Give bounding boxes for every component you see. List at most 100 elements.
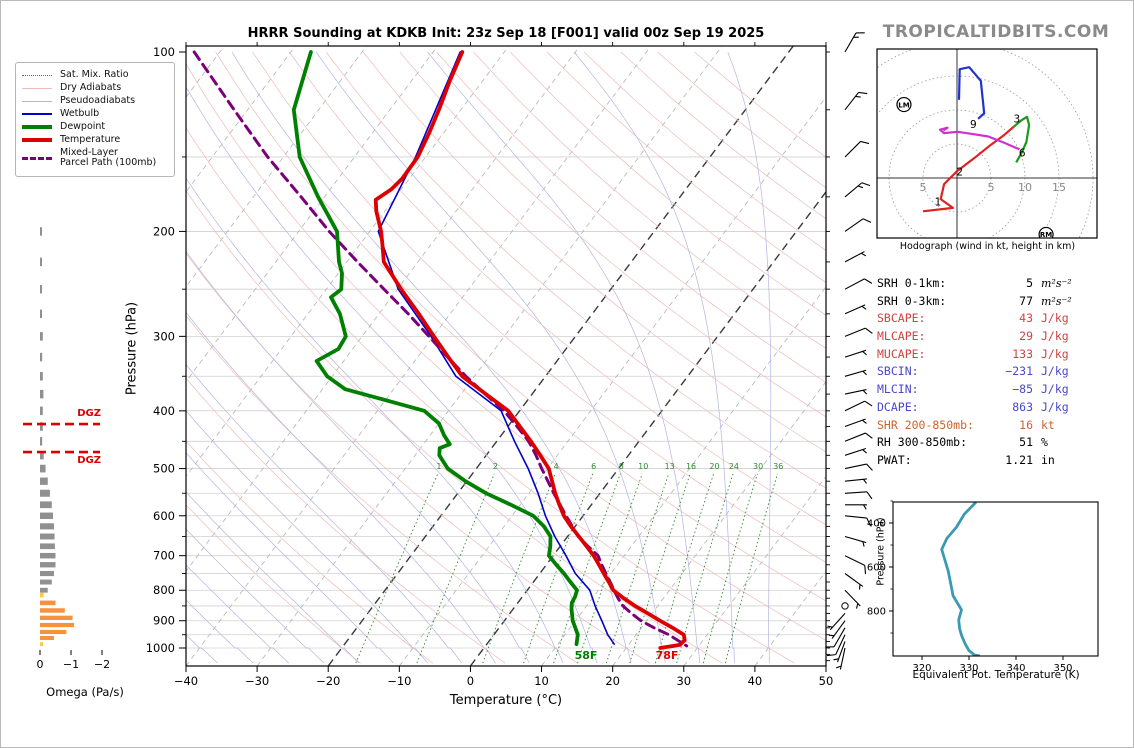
theta-e-border	[892, 501, 1099, 657]
stat-unit: J/kg	[1041, 399, 1069, 414]
stat-row: SRH 0-1km: 5 m²s⁻²	[877, 275, 1127, 293]
legend-item: Temperature	[22, 133, 168, 146]
barb-full	[826, 654, 836, 657]
omega-bar	[40, 523, 54, 530]
mixing-ratio-line	[355, 473, 439, 664]
legend-label: Dry Adiabats	[60, 81, 122, 93]
barb-staff	[844, 251, 865, 263]
stat-row: SBCIN: −231 J/kg	[877, 363, 1127, 381]
temperature-curve	[373, 50, 687, 650]
stat-row: PWAT: 1.21 in	[877, 452, 1127, 470]
legend-label: Pseudoadiabats	[60, 94, 136, 106]
wind-barb	[844, 388, 868, 395]
wind-barb	[844, 140, 870, 158]
barb-half	[862, 389, 868, 395]
skewt-background: 1 2 4 6 8 10 13 16 20 24 30 36	[186, 46, 826, 666]
temperature-tick-label: −20	[316, 674, 340, 688]
hodograph-ring-label: 10	[1018, 181, 1032, 194]
legend-label: Temperature	[60, 133, 121, 145]
legend-label: Dewpoint	[60, 120, 106, 132]
stat-label: PWAT:	[877, 452, 912, 467]
dry-adiabat	[510, 51, 826, 316]
mixing-ratio-label: 2	[493, 462, 498, 471]
pressure-tick-label: 1000	[146, 641, 175, 655]
pseudoadiabat	[186, 491, 360, 664]
dry-adiabat	[473, 51, 826, 349]
barb-staff	[844, 32, 857, 53]
stat-row: DCAPE: 863 J/kg	[877, 399, 1127, 417]
barb-staff	[844, 589, 861, 607]
mixing-ratio-line	[724, 473, 778, 664]
theta-e-y-tick-label: 400	[867, 519, 886, 530]
stat-value: −85	[1012, 382, 1033, 397]
wind-barb	[844, 573, 864, 590]
stat-value: 5	[1026, 276, 1033, 290]
omega-bar	[40, 501, 52, 509]
legend-swatch	[22, 138, 52, 143]
dry-adiabat	[362, 51, 826, 453]
pseudoadiabat	[186, 86, 598, 664]
barb-staff	[844, 573, 864, 587]
barb-staff	[844, 218, 864, 232]
omega-bar	[40, 552, 56, 559]
omega-tick-label: −2	[94, 658, 110, 671]
pseudoadiabat	[186, 452, 394, 664]
legend-swatch	[22, 87, 52, 89]
dry-adiabat	[186, 127, 795, 664]
hodograph-trace-0-3km	[922, 126, 1015, 213]
omega-bar	[40, 451, 44, 460]
pseudoadiabat	[186, 528, 325, 664]
mixing-ratio-line	[605, 473, 670, 664]
barb-half	[863, 504, 867, 510]
dry-adiabat	[215, 51, 826, 602]
barb-full	[864, 565, 867, 575]
stat-unit: J/kg	[1041, 346, 1069, 361]
hodograph-ring-label: 5	[920, 181, 927, 194]
barb-staff	[844, 515, 867, 519]
surface-temperature-label: 78F	[655, 649, 679, 662]
theta-e-x-tick-label: 340	[1006, 663, 1025, 674]
pseudoadiabat	[427, 51, 701, 664]
wind-barb	[844, 32, 865, 53]
temperature-tick-label: −40	[174, 674, 198, 688]
barb-full	[862, 218, 872, 223]
wind-barb	[844, 478, 867, 484]
wind-barb	[844, 535, 867, 547]
wind-barb	[844, 91, 868, 111]
hodograph-ring-label: 5	[988, 181, 995, 194]
page-title: HRRR Sounding at KDKB Init: 23z Sep 18 […	[247, 26, 765, 41]
hodograph-ring-label: 15	[1052, 181, 1066, 194]
dgz-label-lower: DGZ	[77, 455, 101, 466]
omega-bar	[40, 422, 43, 431]
temperature-tick-label: 40	[748, 674, 763, 688]
storm-motion-label: RM	[1040, 231, 1052, 239]
barb-staff	[844, 400, 866, 412]
pressure-tick-label: 400	[153, 404, 175, 418]
pressure-tick-label: 900	[153, 614, 175, 628]
barb-staff	[844, 478, 867, 482]
barb-staff	[844, 447, 867, 456]
stat-unit: J/kg	[1041, 382, 1069, 397]
omega-bar	[40, 543, 55, 550]
legend-item: Mixed-Layer Parcel Path (100mb)	[22, 147, 168, 170]
barb-staff	[839, 647, 846, 670]
barb-staff	[831, 620, 846, 639]
storm-motion-label: LM	[898, 101, 909, 109]
dry-adiabat	[186, 190, 723, 664]
barb-full	[864, 400, 873, 407]
omega-bar	[40, 562, 56, 568]
omega-bar	[40, 587, 48, 593]
isotherm	[612, 380, 826, 666]
omega-bar	[40, 592, 44, 598]
pseudoadiabat	[727, 51, 772, 664]
hodograph-height-label: 9	[970, 119, 977, 131]
omega-bar	[40, 600, 56, 606]
legend-item: Sat. Mix. Ratio	[22, 69, 168, 81]
temperature-tick-label: 30	[676, 674, 691, 688]
stat-unit: J/kg	[1041, 364, 1069, 379]
hodograph-trace-6-9km	[938, 126, 1021, 151]
pseudoadiabat	[315, 51, 666, 664]
theta-e-x-tick-label: 350	[1053, 663, 1072, 674]
